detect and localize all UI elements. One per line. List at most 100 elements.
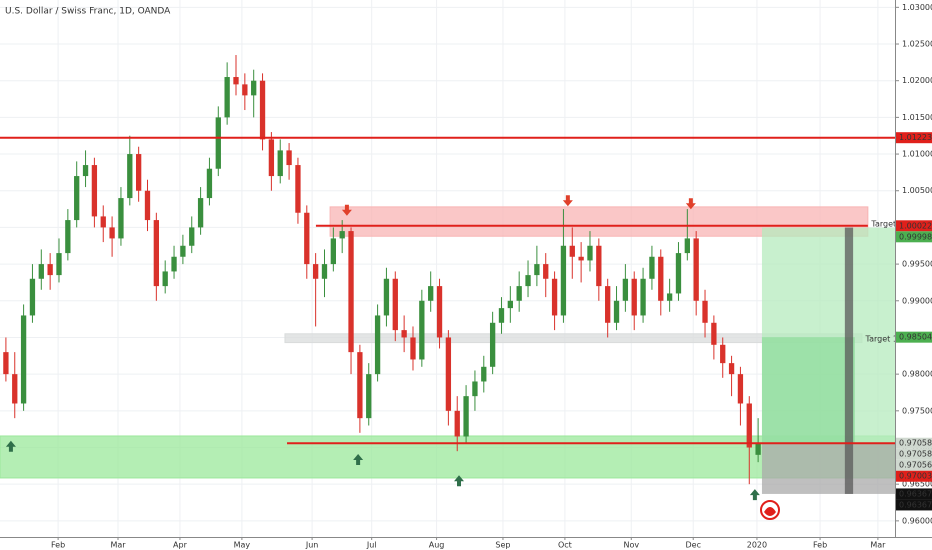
candle-body (383, 278, 390, 316)
y-tick-label: 1.01500 (902, 113, 932, 122)
price-label: 1.01223 (899, 133, 932, 142)
candle-body (286, 150, 292, 166)
candle-body (259, 80, 266, 140)
position-box (761, 337, 855, 444)
y-tick-label: 0.98000 (902, 370, 932, 379)
candle-body (543, 264, 549, 279)
x-tick-label: Feb (51, 541, 65, 550)
candle-body (118, 198, 124, 239)
candle-body (605, 286, 611, 323)
price-label: 0.97003 (899, 472, 932, 481)
candle-body (560, 245, 567, 316)
price-label-box (896, 499, 932, 511)
candle-body (312, 264, 319, 279)
candle-body (339, 231, 345, 239)
candle-body (428, 286, 434, 301)
candle-body (233, 77, 239, 85)
candle-body (366, 374, 372, 419)
price-label-box (896, 459, 932, 471)
price-label-box (896, 488, 932, 500)
x-tick-label: Nov (623, 541, 639, 550)
price-label: 0.97058 (899, 439, 932, 448)
candle-body (516, 286, 522, 301)
x-tick-label: Oct (558, 541, 572, 550)
candle-body (38, 264, 44, 279)
candle-body (348, 231, 354, 353)
arrow-marker (5, 440, 16, 452)
candle-body (436, 286, 443, 338)
candle-body (189, 227, 195, 246)
candle-body (622, 278, 629, 301)
candle-body (197, 198, 204, 228)
candle-body (481, 366, 487, 382)
price-label: 1.00022 (899, 221, 932, 230)
candle-body (242, 84, 248, 96)
price-label-box (896, 132, 932, 144)
candle-body (277, 150, 283, 177)
candle-body (649, 256, 655, 279)
candle-body (357, 352, 363, 419)
x-tick-label: Dec (685, 541, 700, 550)
candle-body (711, 322, 717, 345)
logo (760, 500, 780, 520)
candle-body (675, 253, 682, 294)
candle-body (631, 278, 637, 316)
candle-body (65, 220, 71, 254)
arrow-marker (353, 453, 364, 465)
y-tick-label: 1.03000 (902, 3, 932, 12)
candle-body (29, 278, 36, 316)
plot: Target 2 Target 1 (0, 0, 904, 537)
candle-body (419, 300, 425, 360)
candle-body (525, 275, 531, 287)
candle-body (737, 374, 744, 404)
y-tick-label: 1.02500 (902, 40, 932, 49)
candle-body (596, 245, 602, 287)
candle-body (91, 165, 98, 217)
candle-body (392, 278, 398, 331)
candle-body (135, 154, 142, 191)
y-tick-label: 0.96500 (902, 480, 932, 489)
logo-shape (764, 507, 776, 516)
x-tick-label: 2020 (747, 541, 767, 550)
candle-body (374, 315, 381, 375)
arrow-marker (454, 475, 465, 487)
position-box (761, 443, 895, 494)
candle-body (224, 77, 230, 118)
candle-body (666, 293, 673, 301)
candle-body (56, 253, 62, 276)
candle-body (578, 256, 584, 261)
x-tick-label: Sep (495, 541, 510, 550)
arrow-marker (749, 489, 760, 501)
candle-body (153, 220, 159, 287)
candle-body (720, 344, 726, 364)
price-label: 0.97056 (899, 461, 932, 470)
candle-body (684, 238, 690, 254)
candle-body (295, 165, 301, 213)
candle-body (472, 381, 478, 397)
candle-body (587, 245, 593, 261)
price-label-box (896, 331, 932, 343)
candle-body (755, 443, 761, 455)
candle-body (74, 176, 80, 221)
candle-body (321, 264, 328, 279)
price-label: 0.96367 (899, 489, 932, 498)
annotation: Target 2 (870, 219, 903, 228)
candle-body (12, 374, 18, 404)
candle-body (20, 315, 27, 404)
candle-body (489, 322, 496, 367)
candle-body (728, 363, 735, 375)
price-label: 0.97058 (899, 450, 932, 459)
y-tick-label: 1.00500 (902, 186, 932, 195)
y-tick-label: 1.01000 (902, 150, 932, 159)
candle-body (507, 300, 513, 309)
candle-body (268, 139, 275, 177)
candle-body (498, 308, 505, 323)
price-label: 0.99998 (899, 232, 932, 241)
candle-body (127, 154, 133, 199)
candle-body (640, 278, 646, 316)
x-tick-label: Apr (173, 541, 188, 550)
y-tick-label: 0.96000 (902, 516, 932, 525)
candle-body (569, 245, 575, 257)
chart-title: U.S. Dollar / Swiss Franc, 1D, OANDA (5, 7, 171, 17)
candle-body (3, 352, 9, 375)
